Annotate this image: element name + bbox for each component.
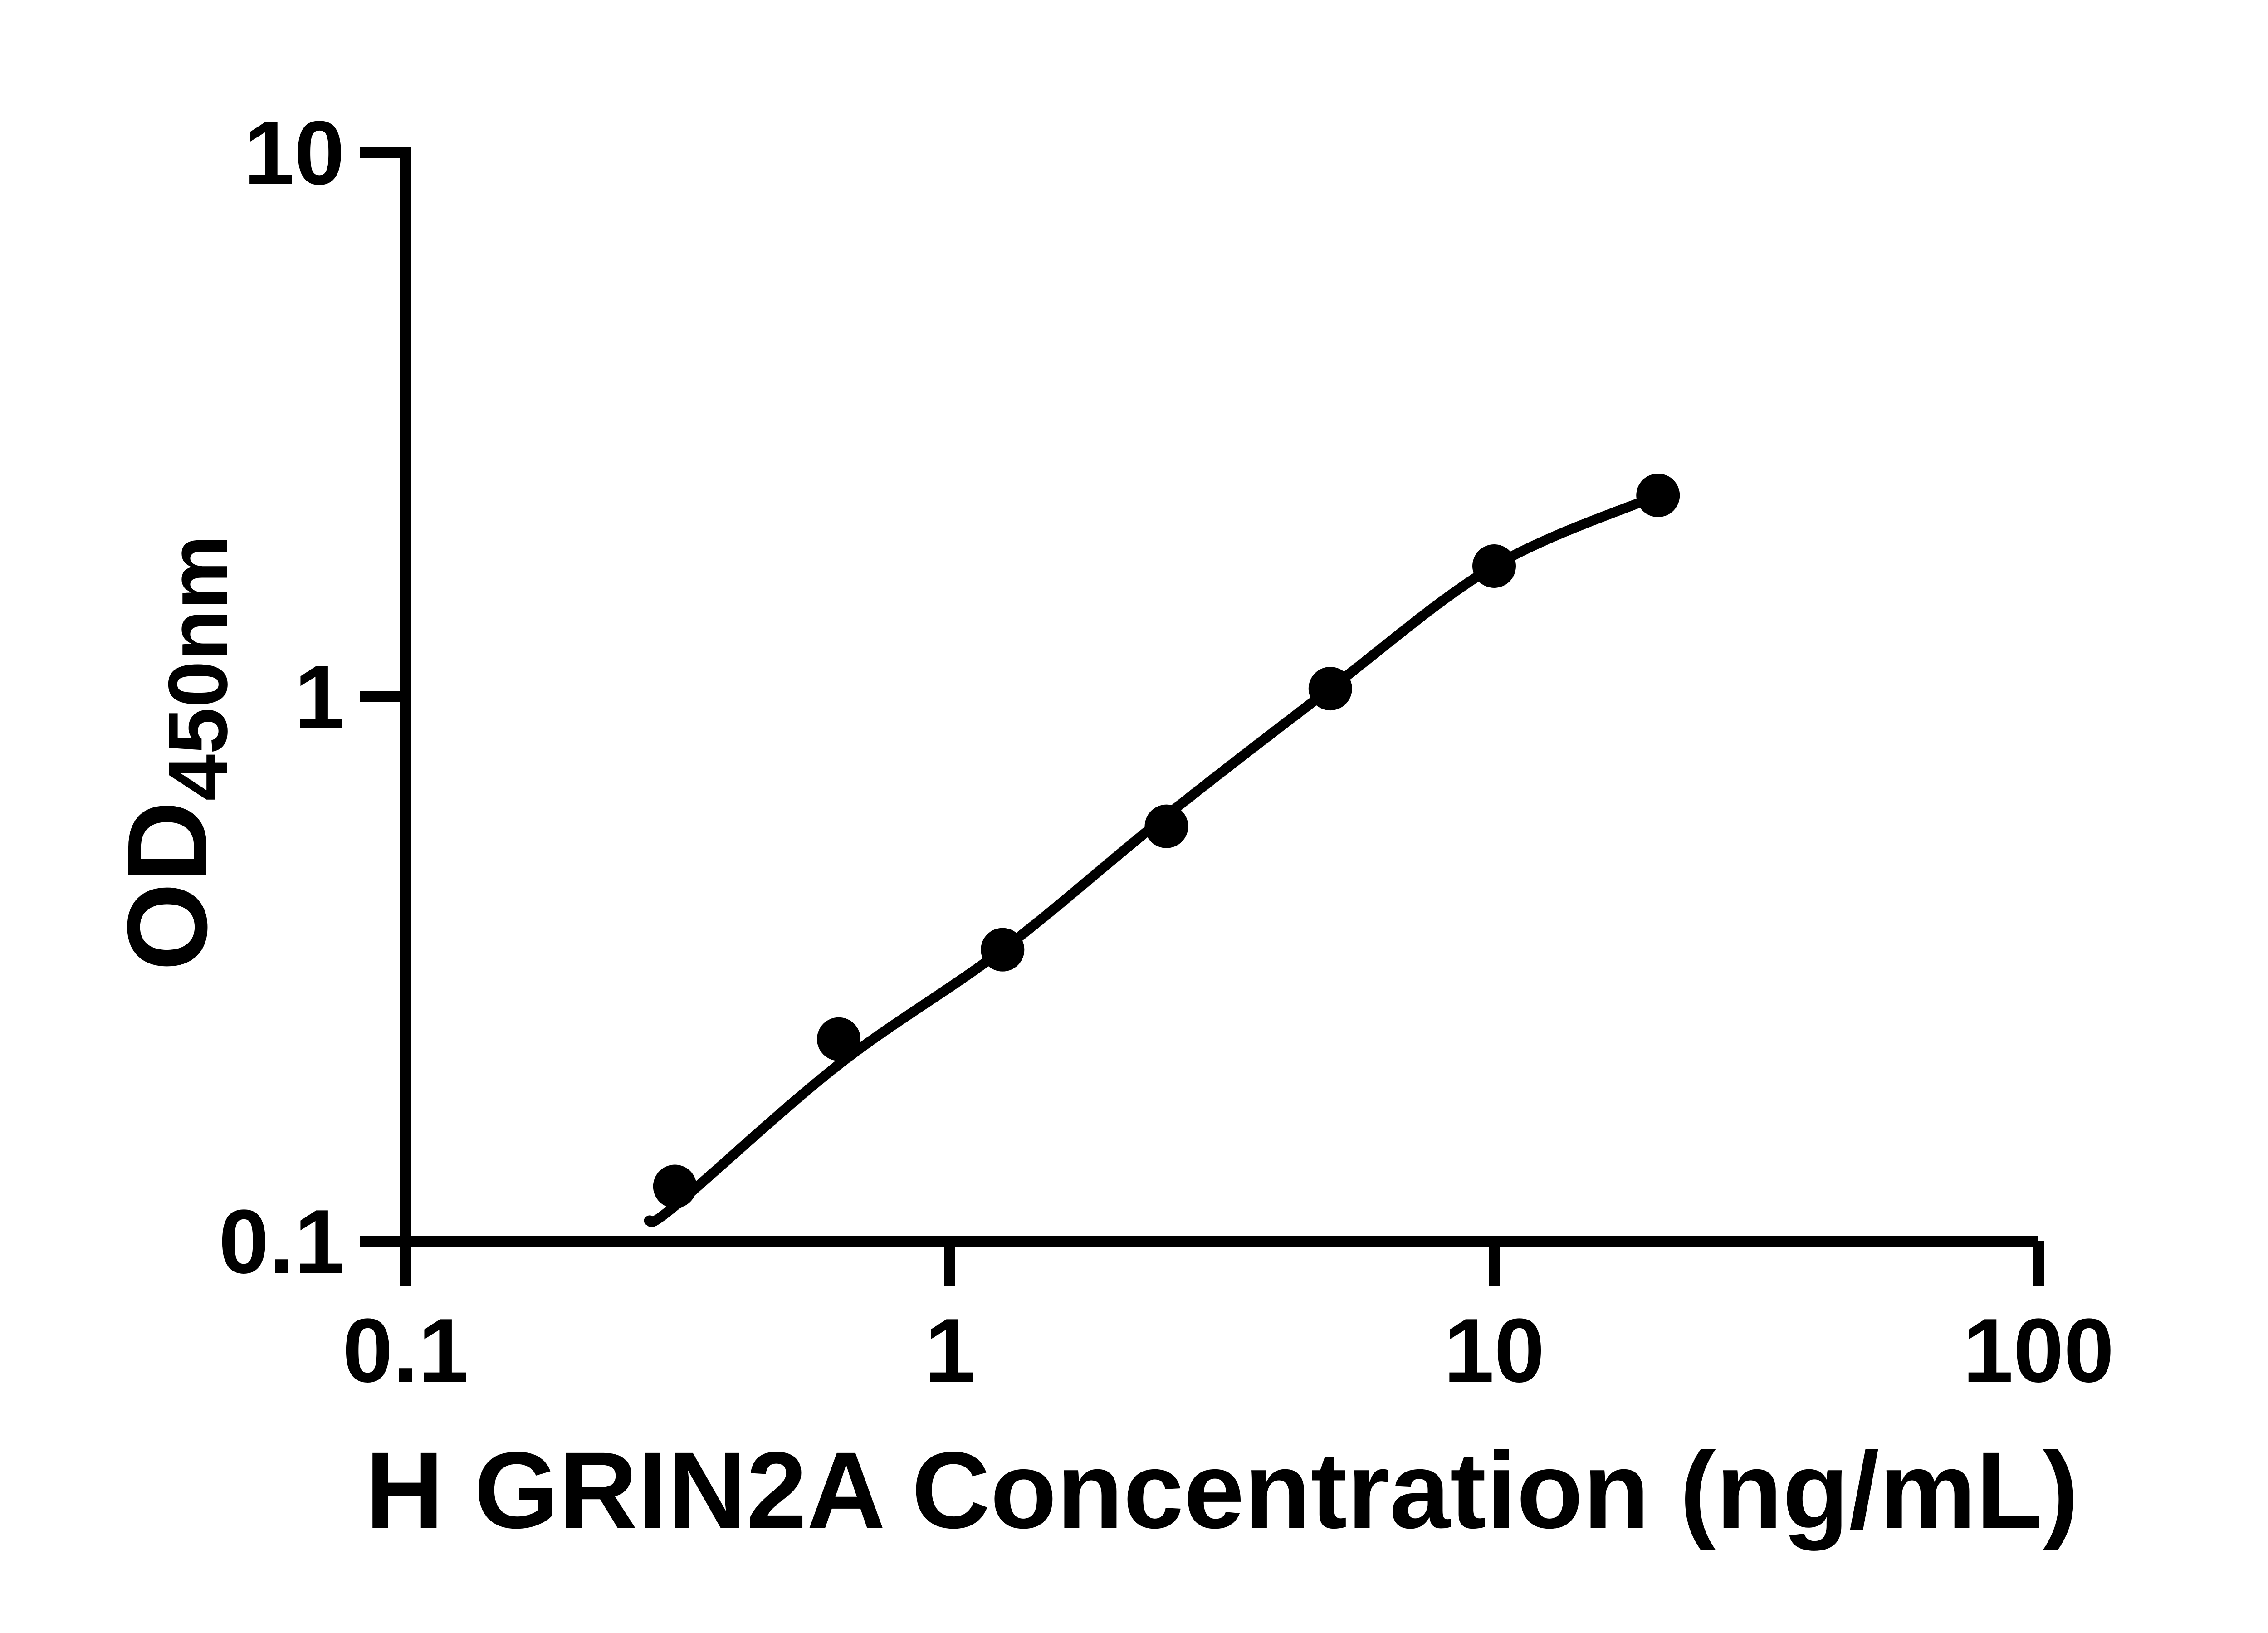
y-axis-title: OD450nm [104, 535, 245, 971]
data-points [653, 474, 1680, 1208]
fitted-curve [644, 490, 1663, 1227]
x-tick-label: 0.1 [342, 1300, 469, 1401]
trend-curve-path [644, 490, 1663, 1227]
tick-labels: 0.1 1 10 0.1 1 10 100 [219, 103, 2114, 1401]
axes [400, 147, 2038, 1247]
x-tick-label: 10 [1444, 1300, 1545, 1401]
y-axis-title-main: OD [104, 801, 230, 971]
axis-ticks [360, 147, 2044, 1286]
data-point [981, 928, 1025, 972]
data-point [1472, 544, 1516, 588]
data-point [817, 1017, 861, 1061]
data-point [653, 1164, 697, 1208]
data-point [1308, 667, 1352, 711]
x-axis-title: H GRIN2A Concentration (ng/mL) [365, 1429, 2079, 1551]
y-tick-label: 10 [244, 103, 345, 204]
y-axis-title-subscript: 450nm [152, 535, 245, 801]
y-tick-label: 0.1 [219, 1191, 345, 1292]
axis-spine [400, 147, 2038, 1247]
x-tick-label: 100 [1963, 1300, 2114, 1401]
x-tick-label: 1 [924, 1300, 975, 1401]
data-point [1636, 474, 1680, 518]
data-point [1144, 804, 1188, 848]
y-tick-label: 1 [294, 647, 345, 748]
